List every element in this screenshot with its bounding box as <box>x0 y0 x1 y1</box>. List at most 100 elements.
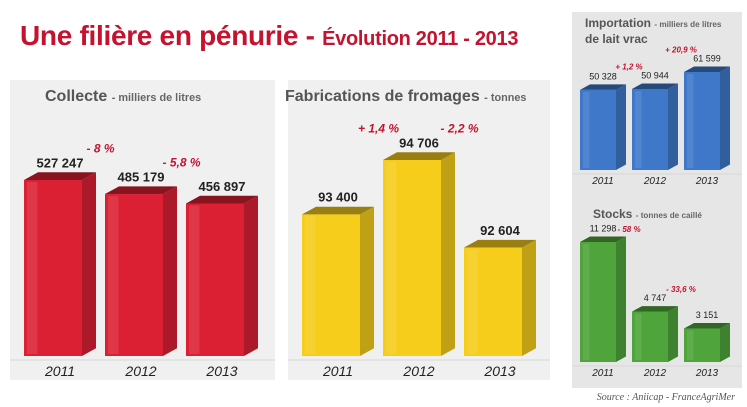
chart-stocks-title: Stocks - tonnes de caillé <box>593 207 702 221</box>
bar-top <box>580 84 626 90</box>
chart-importation-bar <box>632 83 678 170</box>
chart-collecte-change-label: - 8 % <box>86 141 114 155</box>
chart-importation-unit: milliers de litres <box>659 20 722 29</box>
chart-fromages-unit: tonnes <box>490 92 527 104</box>
chart-importation-bar <box>580 84 626 170</box>
page-title-text: Une filière en pénurie - <box>20 20 315 51</box>
chart-collecte-bar <box>24 172 96 356</box>
chart-importation-title-line2: de lait vrac <box>585 32 648 46</box>
chart-fromages-category-label: 2013 <box>483 363 515 379</box>
bar-highlight <box>635 90 642 168</box>
bar-side <box>720 66 730 170</box>
bar-side <box>616 84 626 170</box>
bar-side <box>522 239 536 356</box>
chart-fromages-bar <box>383 152 455 356</box>
chart-importation-title-text: Importation <box>585 16 651 30</box>
chart-stocks-value-label: 11 298 <box>590 224 617 234</box>
bar-top <box>302 206 374 215</box>
bar-top <box>383 152 455 160</box>
page-subtitle: Évolution 2011 - 2013 <box>322 28 519 50</box>
chart-fromages-value-label: 94 706 <box>399 135 439 150</box>
chart-stocks-change-label: - 58 % <box>617 225 640 234</box>
bar-side <box>244 195 258 356</box>
chart-collecte-category-label: 2011 <box>44 363 75 379</box>
bar-highlight <box>27 182 38 354</box>
bar-highlight <box>687 330 694 360</box>
bar-side <box>360 206 374 356</box>
chart-stocks-change-label: - 33,6 % <box>666 285 696 294</box>
bar-side <box>82 172 96 356</box>
chart-stocks-category-label: 2011 <box>591 368 614 379</box>
chart-stocks-category-label: 2012 <box>643 368 667 379</box>
chart-importation: 50 328 2011 50 944 2012 61 599 2013 + 1,2 % + 2… <box>572 46 742 187</box>
chart-fromages-title-text: Fabrications de fromages <box>285 88 480 105</box>
bar-highlight <box>305 216 316 354</box>
chart-importation-category-label: 2012 <box>643 176 667 187</box>
chart-fromages-bar <box>464 239 536 356</box>
chart-fromages-title: Fabrications de fromages - tonnes <box>285 88 527 105</box>
bar-top <box>24 172 96 180</box>
bar-side <box>668 83 678 170</box>
chart-fromages-category-label: 2012 <box>402 363 434 379</box>
chart-importation-change-label: + 20,9 % <box>665 46 697 55</box>
chart-fromages: 93 400 2011 94 706 2012 92 604 2013 + 1,4 % - 2… <box>288 121 550 379</box>
chart-importation-category-label: 2013 <box>695 176 719 187</box>
chart-stocks-unit: tonnes de caillé <box>640 211 702 220</box>
bar-side <box>668 306 678 362</box>
chart-collecte-value-label: 456 897 <box>199 179 246 194</box>
chart-importation-category-label: 2011 <box>591 176 614 187</box>
page-title: Une filière en pénurie - Évolution 2011 … <box>20 20 518 52</box>
chart-importation-value-label: 50 328 <box>589 71 617 81</box>
chart-stocks: 11 298 2011 4 747 2012 3 151 2013 - 58 % - 33,6… <box>572 224 742 379</box>
chart-stocks-bar <box>580 236 626 362</box>
chart-importation-bar <box>684 66 730 170</box>
bar-top <box>684 323 730 329</box>
chart-fromages-bar <box>302 206 374 356</box>
chart-fromages-value-label: 92 604 <box>480 223 521 238</box>
bar-top <box>684 66 730 72</box>
chart-fromages-category-label: 2011 <box>322 363 353 379</box>
chart-importation-value-label: 50 944 <box>641 70 669 80</box>
bar-side <box>616 236 626 362</box>
bar-highlight <box>635 313 642 360</box>
chart-stocks-value-label: 4 747 <box>644 293 667 303</box>
chart-importation-value-label: 61 599 <box>693 54 721 64</box>
chart-collecte-category-label: 2012 <box>124 363 156 379</box>
bar-highlight <box>687 74 694 168</box>
chart-collecte-title-text: Collecte <box>45 88 108 105</box>
bar-side <box>163 186 177 356</box>
chart-fromages-value-label: 93 400 <box>318 190 358 205</box>
chart-collecte-bar <box>105 186 177 356</box>
source-note: Source : Aniicap - FranceAgriMer <box>596 392 735 403</box>
bar-top <box>105 186 177 195</box>
bar-highlight <box>583 91 590 168</box>
bar-side <box>441 152 455 356</box>
chart-collecte: 527 247 2011 485 179 2012 456 897 2013 - 8 % - … <box>10 141 275 379</box>
chart-collecte-title: Collecte - milliers de litres <box>45 88 202 105</box>
bar-highlight <box>108 196 119 354</box>
bar-highlight <box>467 249 478 354</box>
bar-top <box>464 239 536 248</box>
chart-stocks-title-text: Stocks <box>593 207 633 221</box>
bar-highlight <box>189 205 200 354</box>
chart-stocks-value-label: 3 151 <box>696 310 719 320</box>
bar-top <box>632 306 678 312</box>
bar-side <box>720 323 730 362</box>
bar-highlight <box>386 162 397 354</box>
chart-stocks-category-label: 2013 <box>695 368 719 379</box>
bar-top <box>186 195 258 204</box>
chart-importation-change-label: + 1,2 % <box>615 62 642 71</box>
chart-fromages-change-label: - 2,2 % <box>440 121 478 135</box>
chart-stocks-bar <box>684 323 730 362</box>
chart-collecte-value-label: 527 247 <box>37 155 84 170</box>
chart-collecte-unit: milliers de litres <box>118 92 202 104</box>
chart-importation-title: Importation - milliers de litres de lait… <box>585 16 722 46</box>
bar-highlight <box>583 244 590 360</box>
chart-collecte-change-label: - 5,8 % <box>162 155 200 169</box>
bar-top <box>580 236 626 242</box>
bar-top <box>632 83 678 89</box>
chart-collecte-category-label: 2013 <box>205 363 237 379</box>
chart-collecte-bar <box>186 195 258 356</box>
chart-collecte-value-label: 485 179 <box>118 169 165 184</box>
